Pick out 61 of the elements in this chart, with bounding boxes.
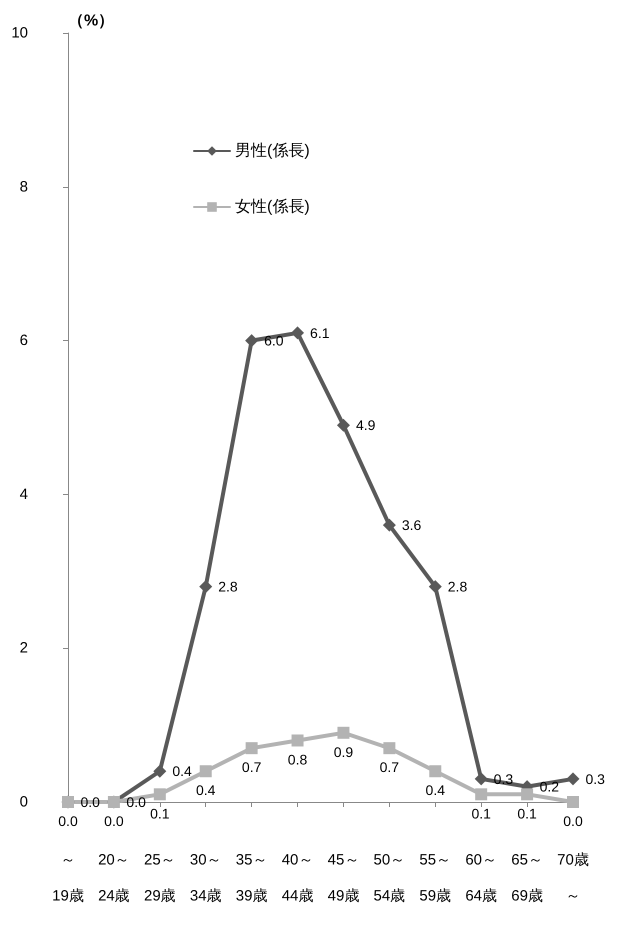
- category-label: ～19歳: [52, 852, 84, 904]
- category-label: 50～54歳: [374, 852, 406, 904]
- y-tick-label: 2: [20, 640, 28, 657]
- point: [200, 765, 212, 778]
- data-label: 3.6: [402, 517, 422, 534]
- legend-label: 女性(係長): [235, 198, 310, 216]
- point: [566, 772, 580, 786]
- point: [475, 788, 488, 800]
- point: [246, 742, 258, 754]
- point: [154, 788, 166, 800]
- point: [382, 518, 396, 532]
- data-label: 0.0: [58, 813, 78, 829]
- point: [337, 726, 350, 739]
- point: [429, 765, 442, 778]
- data-label: 0.4: [196, 782, 216, 798]
- category-label: 25～29歳: [144, 852, 176, 904]
- data-label: 0.0: [563, 813, 583, 829]
- data-label: 0.7: [242, 759, 262, 776]
- data-label: 0.8: [288, 751, 308, 768]
- point: [567, 796, 579, 808]
- y-tick-label: 8: [20, 178, 28, 196]
- category-label: 45～49歳: [328, 852, 360, 904]
- point: [291, 326, 304, 340]
- point: [153, 764, 166, 778]
- point: [245, 334, 258, 348]
- data-label: 2.8: [448, 578, 468, 595]
- category-label: 65～69歳: [511, 852, 543, 904]
- category-label: 40～44歳: [282, 852, 314, 904]
- point: [521, 788, 534, 800]
- legend-label: 男性(係長): [235, 142, 310, 160]
- y-tick-label: 0: [20, 794, 28, 810]
- y-tick-label: 6: [20, 332, 28, 350]
- point: [199, 580, 212, 594]
- category-label: 55～59歳: [419, 852, 452, 904]
- category-label: 70歳～: [557, 852, 589, 904]
- data-label: 0.1: [150, 805, 170, 822]
- category-label: 20～24歳: [98, 852, 130, 904]
- data-label: 0.0: [126, 794, 146, 810]
- data-label: 0.1: [517, 805, 538, 822]
- y-axis-title: （%）: [68, 12, 114, 30]
- point: [292, 734, 304, 746]
- point: [383, 742, 396, 754]
- data-label: 0.3: [586, 770, 606, 787]
- point: [336, 418, 350, 432]
- y-tick-label: 4: [20, 486, 28, 503]
- category-label: 30～34歳: [190, 852, 222, 904]
- y-tick-label: 10: [11, 24, 28, 42]
- data-label: 4.9: [356, 417, 376, 434]
- point: [428, 580, 442, 594]
- point: [474, 772, 488, 786]
- data-label: 0.0: [80, 794, 100, 810]
- data-label: 0.1: [471, 805, 492, 822]
- data-label: 0.9: [334, 744, 354, 760]
- data-label: 0.0: [104, 813, 124, 829]
- data-label: 2.8: [218, 578, 238, 595]
- data-label: 0.7: [380, 759, 400, 776]
- data-label: 0.4: [426, 782, 446, 798]
- data-label: 0.4: [172, 763, 192, 780]
- category-label: 35～39歳: [236, 852, 268, 904]
- category-label: 60～64歳: [465, 852, 498, 904]
- data-label: 6.1: [310, 324, 330, 341]
